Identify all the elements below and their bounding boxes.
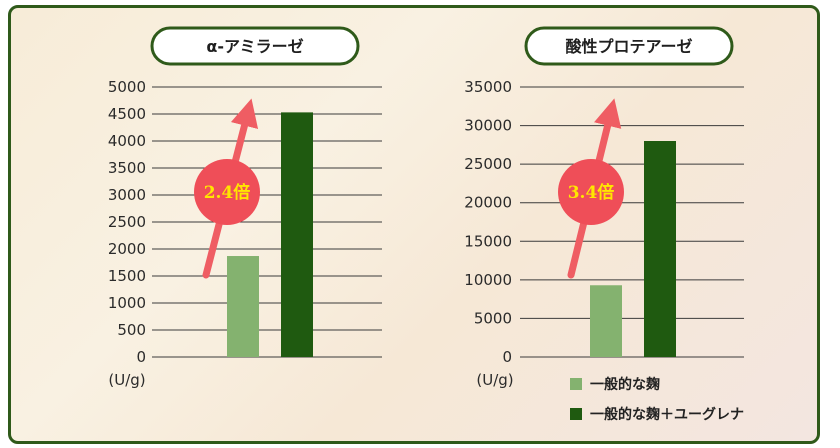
y-tick-label: 1500 xyxy=(108,267,146,285)
y-axis-unit: (U/g) xyxy=(108,371,145,389)
ratio-badge xyxy=(194,159,260,225)
chart-title: α-アミラーゼ xyxy=(206,37,303,56)
y-tick-label: 10000 xyxy=(464,271,512,289)
legend-label-euglena: 一般的な麹＋ユーグレナ xyxy=(590,406,744,423)
y-tick-label: 3000 xyxy=(108,186,146,204)
bar-general-koji xyxy=(227,256,259,357)
y-tick-label: 30000 xyxy=(464,117,512,135)
y-tick-labels: 35000 30000 25000 20000 15000 10000 5000 0 xyxy=(464,78,512,366)
legend-swatch-euglena xyxy=(570,408,582,420)
chart-acid-protease: 酸性プロテアーゼ 35000 30000 25000 20000 15000 10000 5… xyxy=(464,26,744,389)
title-pill xyxy=(150,26,360,66)
bar-koji-plus-euglena xyxy=(644,141,676,357)
ratio-label: 3.4倍 xyxy=(568,182,615,203)
y-tick-label: 35000 xyxy=(464,78,512,96)
gridlines xyxy=(152,86,382,358)
y-tick-label: 5000 xyxy=(108,78,146,96)
gridlines xyxy=(520,86,744,358)
y-tick-label: 0 xyxy=(502,348,512,366)
y-tick-label: 25000 xyxy=(464,155,512,173)
legend-swatch-general xyxy=(570,378,582,390)
y-tick-label: 15000 xyxy=(464,232,512,250)
chart-title: 酸性プロテアーゼ xyxy=(565,37,692,56)
chart-panel xyxy=(8,5,820,444)
y-tick-label: 500 xyxy=(117,321,146,339)
ratio-label: 2.4倍 xyxy=(204,182,251,203)
y-tick-label: 1000 xyxy=(108,294,146,312)
y-tick-label: 20000 xyxy=(464,194,512,212)
bars xyxy=(590,141,676,357)
chart-alpha-amylase: α-アミラーゼ 50004500400035003000250020001500… xyxy=(108,26,382,389)
legend: 一般的な麹 一般的な麹＋ユーグレナ xyxy=(570,376,744,423)
ratio-badge xyxy=(558,159,624,225)
bar-koji-plus-euglena xyxy=(281,112,313,357)
y-axis-unit: (U/g) xyxy=(476,371,513,389)
y-tick-label: 3500 xyxy=(108,159,146,177)
bar-general-koji xyxy=(590,285,622,357)
title-pill xyxy=(524,26,734,66)
y-tick-label: 2500 xyxy=(108,213,146,231)
bars xyxy=(227,112,313,357)
y-tick-label: 2000 xyxy=(108,240,146,258)
legend-label-general: 一般的な麹 xyxy=(590,376,660,393)
y-tick-label: 5000 xyxy=(474,309,512,327)
y-tick-label: 4500 xyxy=(108,105,146,123)
y-tick-label: 0 xyxy=(136,348,146,366)
y-tick-label: 4000 xyxy=(108,132,146,150)
